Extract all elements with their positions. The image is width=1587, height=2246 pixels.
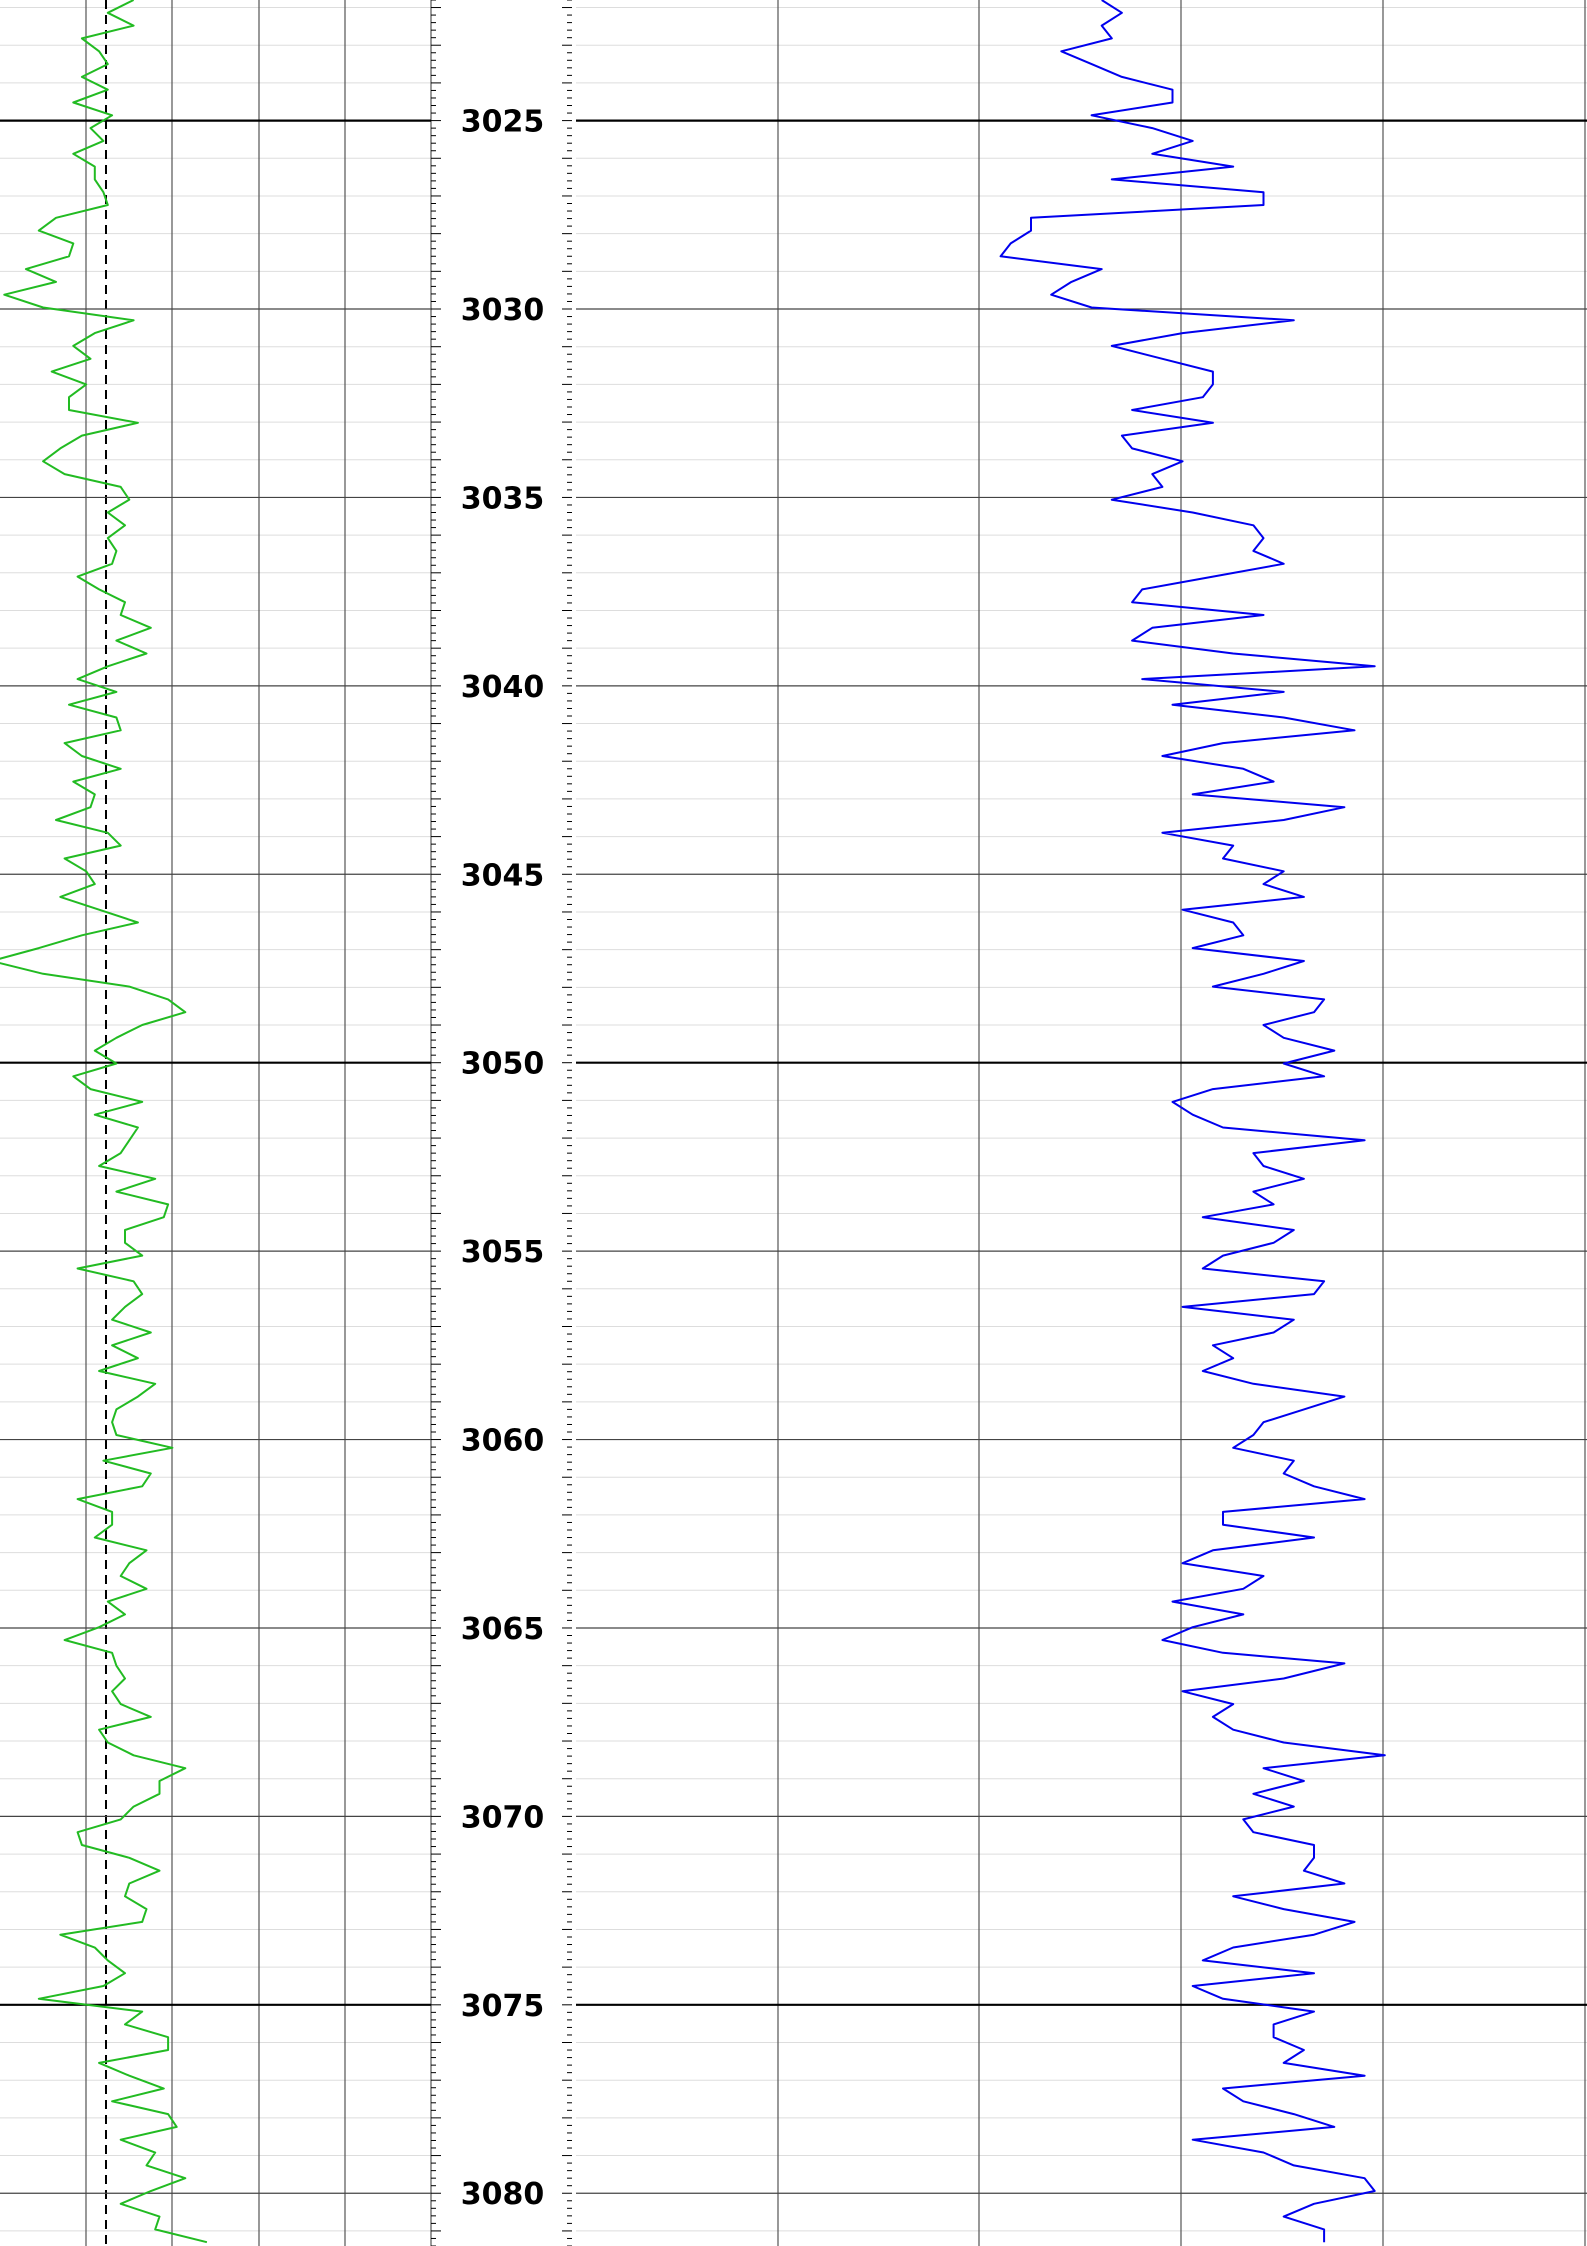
depth-label: 3045 — [461, 858, 545, 893]
depth-label: 3030 — [461, 293, 545, 328]
log-curves — [0, 0, 1386, 2244]
blue-log-curve — [999, 0, 1386, 2243]
minor-depth-gridlines — [0, 7, 1587, 2232]
depth-label: 3070 — [461, 1800, 545, 1835]
depth-track: 3025 3030 3035 3040 3045 3050 3055 3060 3065 3070… — [431, 0, 572, 2246]
depth-label: 3050 — [461, 1047, 545, 1082]
depth-label: 3025 — [461, 105, 545, 140]
depth-label: 3075 — [461, 1989, 545, 2024]
depth-label: 3080 — [461, 2177, 545, 2212]
major-depth-gridlines — [0, 119, 1587, 2194]
depth-label: 3035 — [461, 481, 545, 516]
depth-label: 3060 — [461, 1424, 545, 1459]
green-log-curve — [0, 0, 208, 2244]
depth-label: 3040 — [461, 670, 545, 705]
depth-label: 3055 — [461, 1235, 545, 1270]
depth-label: 3065 — [461, 1612, 545, 1647]
